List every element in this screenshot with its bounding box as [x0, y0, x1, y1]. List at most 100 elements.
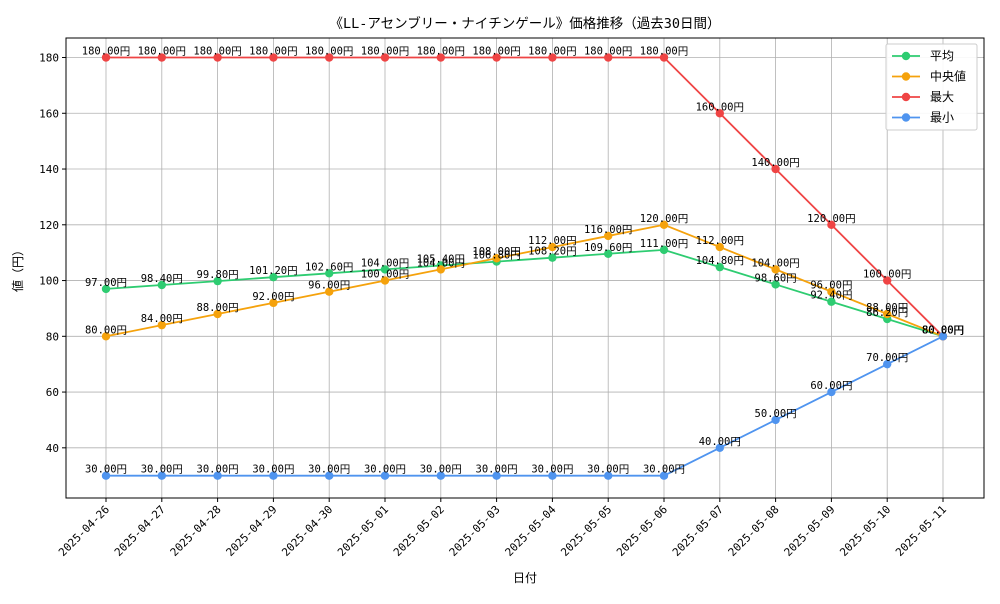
series-points [101, 53, 948, 480]
x-axis-ticks: 2025-04-26 2025-04-27 2025-04-28 2025-04-29… [56, 498, 949, 559]
data-label: 30.00円 [531, 464, 573, 476]
legend-marker [901, 113, 911, 122]
data-label: 111.00円 [640, 238, 688, 250]
data-label: 88.00円 [866, 302, 908, 314]
legend-marker [901, 51, 911, 61]
data-label: 30.00円 [308, 464, 350, 476]
data-point [771, 164, 780, 174]
x-tick-label: 2025-04-27 [112, 503, 168, 559]
data-point [213, 309, 222, 319]
data-label: 84.00円 [141, 313, 183, 325]
data-label: 100.00円 [863, 269, 911, 281]
data-point [269, 53, 278, 62]
data-point [604, 249, 613, 258]
data-point [604, 471, 613, 480]
data-label: 180.00円 [584, 46, 632, 58]
data-label: 100.00円 [361, 269, 409, 281]
data-label: 105.40円 [417, 253, 465, 265]
data-point [883, 276, 892, 285]
data-label: 30.00円 [197, 464, 239, 476]
data-label: 99.80円 [197, 269, 239, 281]
x-tick-label: 2025-04-26 [56, 503, 112, 559]
x-tick-label: 2025-05-11 [893, 503, 949, 559]
data-label: 112.00円 [696, 235, 744, 247]
x-tick-label: 2025-05-01 [335, 503, 391, 559]
data-point [325, 287, 334, 296]
legend-label: 平均 [930, 49, 954, 63]
data-point [380, 471, 390, 480]
legend-marker [901, 72, 911, 81]
data-label: 50.00円 [755, 408, 797, 420]
data-point [715, 242, 724, 252]
data-label: 106.80円 [472, 250, 520, 262]
data-point [101, 471, 111, 480]
data-point [938, 332, 948, 341]
data-label: 160.00円 [696, 101, 744, 113]
data-label: 101.20円 [249, 265, 297, 277]
data-label: 120.00円 [807, 213, 855, 225]
data-point [827, 387, 836, 397]
x-axis-title: 日付 [513, 571, 537, 585]
data-label: 97.00円 [85, 277, 127, 289]
x-tick-label: 2025-05-06 [614, 503, 670, 559]
data-label: 180.00円 [193, 46, 241, 58]
data-point [492, 53, 501, 62]
data-point [715, 109, 724, 118]
data-label: 80.00円 [922, 324, 964, 336]
data-label: 80.00円 [922, 324, 964, 336]
data-point [715, 262, 724, 272]
data-point [883, 309, 892, 319]
data-label: 80.00円 [85, 324, 127, 336]
data-point [827, 287, 836, 296]
y-tick-label: 160 [39, 107, 59, 120]
grid-lines [66, 38, 984, 498]
data-label: 30.00円 [141, 464, 183, 476]
data-point [213, 276, 222, 286]
series-line [105, 223, 944, 338]
x-tick-label: 2025-05-03 [447, 503, 503, 559]
data-label: 98.40円 [141, 273, 183, 285]
data-point [101, 284, 111, 294]
data-point [213, 53, 222, 62]
data-label: 30.00円 [476, 464, 518, 476]
data-point [604, 231, 613, 241]
x-tick-label: 2025-04-28 [168, 503, 224, 559]
data-label: 96.00円 [308, 280, 350, 292]
x-tick-label: 2025-04-30 [279, 503, 335, 559]
data-point [548, 53, 557, 62]
data-label: 70.00円 [866, 352, 908, 364]
data-point [659, 53, 669, 62]
data-point [101, 332, 111, 341]
data-label: 104.00円 [751, 257, 799, 269]
data-label: 180.00円 [138, 46, 186, 58]
data-point [771, 415, 780, 425]
data-label: 40.00円 [699, 436, 741, 448]
data-label: 88.00円 [197, 302, 239, 314]
x-tick-label: 2025-05-02 [391, 503, 447, 559]
x-tick-label: 2025-05-08 [726, 503, 782, 559]
legend-box [885, 43, 978, 131]
data-point [269, 273, 278, 282]
data-point [157, 53, 166, 62]
data-point [715, 443, 724, 453]
data-label: 30.00円 [252, 464, 294, 476]
data-point [436, 471, 445, 480]
data-point [771, 265, 780, 274]
y-tick-label: 80 [46, 330, 59, 343]
data-point [325, 471, 334, 480]
data-point [380, 265, 390, 274]
data-label: 98.60円 [755, 272, 797, 284]
data-label: 180.00円 [528, 46, 576, 58]
data-label: 92.00円 [252, 291, 294, 303]
data-point [659, 220, 669, 229]
data-point [827, 220, 836, 229]
data-label: 96.00円 [810, 280, 852, 292]
data-point [157, 471, 166, 480]
data-label: 140.00円 [751, 157, 799, 169]
x-tick-label: 2025-05-05 [558, 503, 614, 559]
data-point [157, 280, 166, 290]
data-point [548, 242, 557, 252]
data-label: 104.00円 [417, 257, 465, 269]
